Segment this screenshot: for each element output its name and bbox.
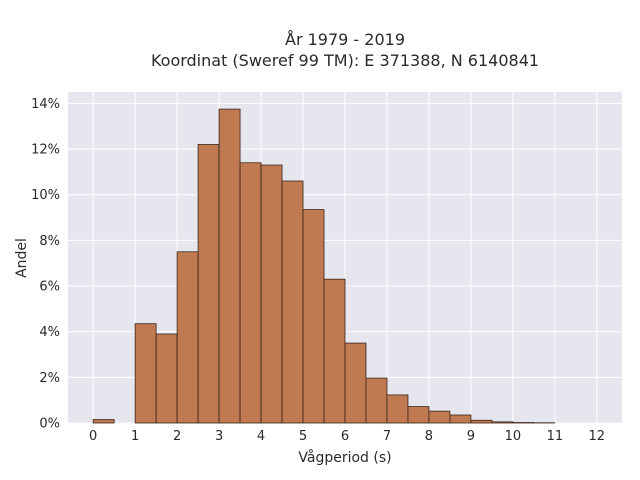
x-tick-label: 5 xyxy=(299,429,307,444)
y-axis-ticks: 0% 2% 4% 6% 8% 10% 12% 14% xyxy=(31,97,60,432)
histogram-bar xyxy=(134,323,157,424)
histogram-bar xyxy=(470,419,493,424)
x-tick-label: 0 xyxy=(89,429,97,444)
x-tick-label: 1 xyxy=(131,429,139,444)
histogram-bar xyxy=(302,209,325,424)
y-tick-label: 2% xyxy=(39,371,60,386)
y-tick-label: 10% xyxy=(31,188,60,203)
histogram-bar xyxy=(407,406,430,424)
histogram-bar xyxy=(92,419,115,424)
x-axis-ticks: 0 1 2 3 4 5 6 7 8 9 10 11 12 xyxy=(89,429,605,444)
y-tick-label: 4% xyxy=(39,325,60,340)
chart-title-line2: Koordinat (Sweref 99 TM): E 371388, N 61… xyxy=(151,51,539,70)
y-axis-label: Andel xyxy=(14,238,30,278)
y-tick-label: 12% xyxy=(31,143,60,158)
histogram-bar xyxy=(449,414,472,424)
histogram-bar xyxy=(365,377,388,424)
histogram-bar xyxy=(260,164,283,424)
histogram-bar xyxy=(218,108,241,424)
histogram-bar xyxy=(197,144,220,424)
x-tick-label: 11 xyxy=(547,429,564,444)
histogram-bar xyxy=(386,394,409,424)
x-tick-label: 10 xyxy=(505,429,522,444)
histogram-bar xyxy=(176,251,199,424)
y-tick-label: 8% xyxy=(39,234,60,249)
x-tick-label: 2 xyxy=(173,429,181,444)
histogram-bar xyxy=(281,180,304,424)
x-tick-label: 3 xyxy=(215,429,223,444)
y-tick-label: 6% xyxy=(39,280,60,295)
x-tick-label: 4 xyxy=(257,429,265,444)
histogram-bar xyxy=(155,333,178,424)
histogram-bar xyxy=(239,162,262,424)
x-tick-label: 12 xyxy=(589,429,606,444)
y-tick-label: 14% xyxy=(31,97,60,112)
x-tick-label: 7 xyxy=(383,429,391,444)
x-tick-label: 9 xyxy=(467,429,475,444)
x-axis-label: Vågperiod (s) xyxy=(298,449,391,466)
histogram-bar xyxy=(428,410,451,424)
x-tick-label: 8 xyxy=(425,429,433,444)
y-tick-label: 0% xyxy=(39,417,60,432)
chart-title-line1: År 1979 - 2019 xyxy=(285,30,405,49)
x-tick-label: 6 xyxy=(341,429,349,444)
histogram-bars xyxy=(92,108,556,424)
histogram-bar xyxy=(344,342,367,424)
histogram-bar xyxy=(323,278,346,424)
histogram-bar xyxy=(491,421,514,424)
